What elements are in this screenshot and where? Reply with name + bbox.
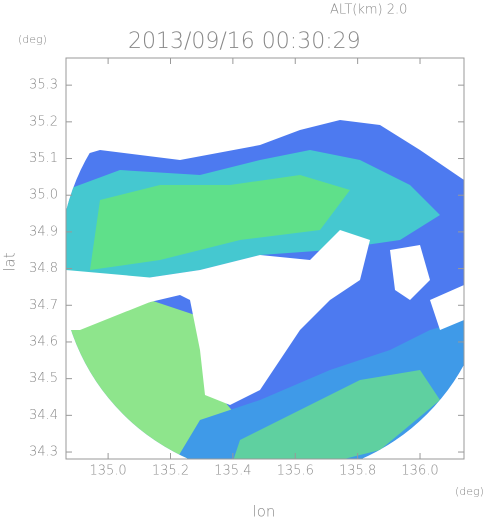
- plot-frame: [65, 57, 465, 460]
- x-tick-label: 135.6: [277, 464, 314, 479]
- y-tick-label: 34.8: [29, 261, 58, 276]
- y-tick-label: 34.6: [29, 334, 58, 349]
- y-tick-label: 35.1: [29, 151, 58, 166]
- x-tick-label: 135.2: [152, 464, 189, 479]
- y-tick-label: 34.5: [29, 371, 58, 386]
- x-tick-label: 136.0: [401, 464, 438, 479]
- y-tick-label: 35.0: [29, 188, 58, 203]
- x-tick-label: 135.0: [89, 464, 126, 479]
- y-tick-label: 35.3: [29, 78, 58, 93]
- annotation: ALT(km) 2.0: [330, 3, 407, 18]
- y-unit: (deg): [18, 33, 47, 46]
- x-tick-label: 135.8: [339, 464, 376, 479]
- y-tick-label: 34.3: [29, 445, 58, 460]
- x-axis-label: lon: [253, 503, 276, 521]
- x-unit: (deg): [455, 485, 484, 498]
- y-tick-label: 35.2: [29, 114, 58, 129]
- y-tick-label: 34.4: [29, 408, 58, 423]
- y-axis-label: lat: [1, 252, 19, 271]
- y-tick-label: 34.7: [29, 298, 58, 313]
- x-tick-label: 135.4: [214, 464, 251, 479]
- radar-echo: [66, 120, 464, 459]
- chart-title: 2013/09/16 00:30:29: [128, 29, 361, 54]
- y-tick-label: 34.9: [29, 224, 58, 239]
